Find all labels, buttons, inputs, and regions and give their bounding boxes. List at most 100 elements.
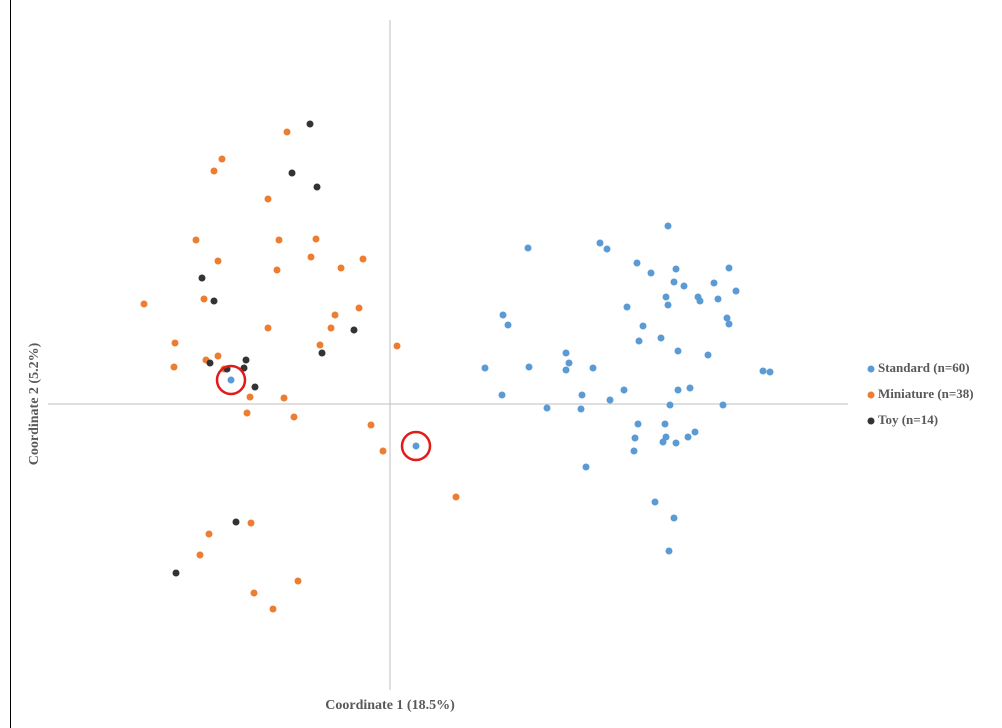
point: [670, 514, 678, 522]
point: [596, 239, 604, 247]
point: [674, 386, 682, 394]
point: [543, 404, 551, 412]
point: [214, 257, 222, 265]
point: [582, 463, 590, 471]
point: [723, 314, 731, 322]
point: [725, 264, 733, 272]
point: [589, 364, 597, 372]
point: [242, 356, 250, 364]
point: [524, 244, 532, 252]
point: [316, 341, 324, 349]
point: [498, 391, 506, 399]
point: [719, 401, 727, 409]
legend-marker: [867, 391, 875, 399]
x-axis-label: Coordinate 1 (18.5%): [325, 698, 455, 713]
point: [350, 326, 358, 334]
point: [630, 447, 638, 455]
point: [264, 324, 272, 332]
point: [665, 547, 673, 555]
point: [651, 498, 659, 506]
point: [732, 287, 740, 295]
point: [275, 236, 283, 244]
point: [684, 433, 692, 441]
highlight-circle: [400, 430, 432, 462]
point: [578, 391, 586, 399]
point: [206, 359, 214, 367]
point: [307, 253, 315, 261]
point: [606, 396, 614, 404]
point: [634, 420, 642, 428]
point: [710, 279, 718, 287]
point: [631, 434, 639, 442]
point: [331, 311, 339, 319]
point: [714, 295, 722, 303]
legend-marker: [867, 365, 875, 373]
point: [577, 405, 585, 413]
point: [766, 368, 774, 376]
point: [327, 324, 335, 332]
point: [210, 297, 218, 305]
point: [367, 421, 375, 429]
point: [393, 342, 401, 350]
point: [214, 352, 222, 360]
legend-label: Toy (n=14): [878, 412, 938, 427]
point: [283, 128, 291, 136]
point: [246, 393, 254, 401]
point: [250, 589, 258, 597]
point: [686, 384, 694, 392]
point: [666, 401, 674, 409]
point: [759, 367, 767, 375]
point: [264, 195, 272, 203]
point: [337, 264, 345, 272]
point: [243, 409, 251, 417]
point: [294, 577, 302, 585]
point: [565, 359, 573, 367]
point: [412, 442, 420, 450]
point: [247, 519, 255, 527]
point: [603, 245, 611, 253]
point: [481, 364, 489, 372]
point: [379, 447, 387, 455]
point: [318, 349, 326, 357]
point: [200, 295, 208, 303]
point: [504, 321, 512, 329]
point: [205, 530, 213, 538]
point: [290, 413, 298, 421]
point: [662, 293, 670, 301]
point: [672, 265, 680, 273]
point: [280, 394, 288, 402]
point: [210, 167, 218, 175]
point: [312, 235, 320, 243]
point: [725, 320, 733, 328]
point: [704, 351, 712, 359]
point: [288, 169, 296, 177]
point: [273, 266, 281, 274]
point: [170, 363, 178, 371]
y-axis-label: Coordinate 2 (5.2%): [27, 342, 42, 465]
point: [633, 259, 641, 267]
point: [639, 322, 647, 330]
point: [218, 155, 226, 163]
point: [670, 278, 678, 286]
point: [525, 363, 533, 371]
point: [172, 569, 180, 577]
point: [657, 334, 665, 342]
point: [359, 255, 367, 263]
point: [306, 120, 314, 128]
point: [696, 297, 704, 305]
point: [664, 222, 672, 230]
legend-label: Standard (n=60): [878, 360, 970, 375]
point: [171, 339, 179, 347]
point: [664, 301, 672, 309]
point: [623, 303, 631, 311]
point: [198, 274, 206, 282]
point: [659, 438, 667, 446]
point: [562, 366, 570, 374]
point: [674, 347, 682, 355]
point: [269, 605, 277, 613]
legend-marker: [867, 417, 875, 425]
point: [635, 337, 643, 345]
highlight-circle: [215, 364, 247, 396]
point: [452, 493, 460, 501]
point: [313, 183, 321, 191]
